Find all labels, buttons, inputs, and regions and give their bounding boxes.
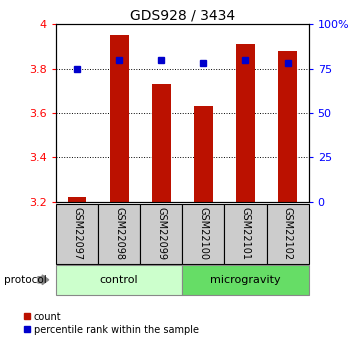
- Bar: [140, 204, 182, 264]
- Bar: [236, 44, 255, 202]
- Bar: [266, 204, 309, 264]
- Bar: [56, 204, 98, 264]
- Bar: [225, 204, 266, 264]
- Bar: [110, 35, 129, 202]
- Bar: [56, 265, 182, 295]
- Text: protocol: protocol: [4, 275, 46, 285]
- Text: GSM22102: GSM22102: [283, 207, 293, 260]
- Legend: count, percentile rank within the sample: count, percentile rank within the sample: [19, 308, 203, 338]
- Bar: [68, 197, 87, 202]
- Bar: [278, 51, 297, 202]
- Text: microgravity: microgravity: [210, 275, 281, 285]
- Text: GSM22099: GSM22099: [156, 207, 166, 260]
- Text: GSM22098: GSM22098: [114, 207, 124, 260]
- Text: GSM22101: GSM22101: [240, 207, 251, 260]
- Bar: [182, 204, 225, 264]
- Bar: [98, 204, 140, 264]
- Text: control: control: [100, 275, 138, 285]
- Bar: [194, 106, 213, 202]
- Bar: [152, 84, 171, 202]
- Bar: [182, 265, 309, 295]
- Text: GSM22097: GSM22097: [72, 207, 82, 260]
- Text: GSM22100: GSM22100: [198, 207, 208, 260]
- Title: GDS928 / 3434: GDS928 / 3434: [130, 9, 235, 23]
